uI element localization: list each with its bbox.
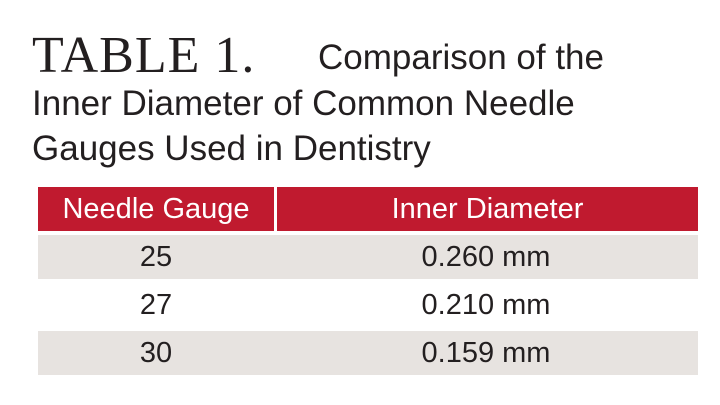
header-cell: Inner Diameter	[391, 192, 584, 225]
title-line: Comparison of the	[318, 38, 604, 77]
header-cell: Needle Gauge	[38, 187, 277, 231]
table-row: 30 0.159 mm	[38, 331, 698, 375]
cell: 0.159 mm	[421, 336, 551, 369]
table-row: 25 0.260 mm	[38, 235, 698, 279]
cell: 0.260 mm	[421, 240, 551, 273]
title-line: Gauges Used in Dentistry	[32, 129, 431, 168]
cell: 25	[139, 240, 173, 273]
cell: 27	[139, 288, 173, 321]
table-label: TABLE 1.	[32, 27, 256, 84]
cell: 30	[139, 336, 173, 369]
table-row: 27 0.210 mm	[38, 283, 698, 327]
table: Needle Gauge Inner Diameter 25 0.260 mm …	[38, 187, 698, 379]
header-row: Needle Gauge Inner Diameter	[38, 187, 698, 231]
title-line: Inner Diameter of Common Needle	[32, 84, 575, 123]
cell: 0.210 mm	[421, 288, 551, 321]
